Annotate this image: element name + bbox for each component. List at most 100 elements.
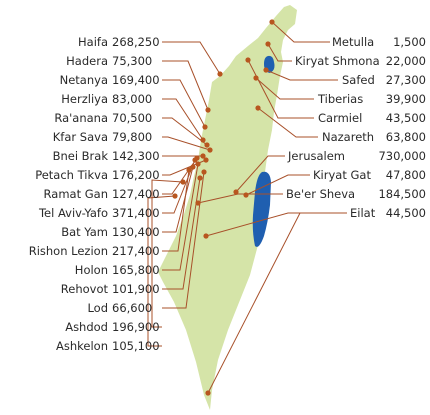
city-dot-tiberias bbox=[253, 75, 259, 81]
leader-line-ra-anana bbox=[162, 117, 208, 146]
leader-line-ashkelon bbox=[147, 195, 176, 347]
leader-line-kiryat-shmona bbox=[267, 43, 292, 62]
city-name-petach-tikva: Petach Tikva bbox=[35, 168, 108, 182]
city-name-bnei-brak: Bnei Brak bbox=[52, 149, 108, 163]
city-name-herzliya: Herzliya bbox=[61, 92, 108, 106]
city-name-lod: Lod bbox=[87, 301, 108, 315]
city-dot-be-er-sheva bbox=[195, 200, 201, 206]
city-dot-ashdod bbox=[180, 179, 186, 185]
city-dot-nazareth bbox=[255, 105, 261, 111]
city-population-bat-yam: 130,400 bbox=[112, 225, 160, 239]
leader-line-kfar-sava bbox=[162, 136, 211, 151]
city-population-holon: 165,800 bbox=[112, 263, 160, 277]
city-population-jerusalem: 730,000 bbox=[378, 149, 426, 163]
city-population-raanana: 70,500 bbox=[112, 111, 153, 125]
city-dot-lod bbox=[201, 169, 207, 175]
city-name-hadera: Hadera bbox=[66, 54, 108, 68]
city-name-bat-yam: Bat Yam bbox=[61, 225, 108, 239]
city-population-haifa: 268,250 bbox=[112, 35, 160, 49]
city-population-tel-aviv-yafo: 371,400 bbox=[112, 206, 160, 220]
city-population-lod: 66,600 bbox=[112, 301, 153, 315]
leader-lines bbox=[147, 21, 347, 394]
city-population-bnei-brak: 142,300 bbox=[112, 149, 160, 163]
city-dot-rishon-lezion bbox=[186, 167, 192, 173]
dead-sea bbox=[252, 171, 271, 247]
leader-line-netanya bbox=[162, 79, 206, 128]
leader-line-be-er-sheva bbox=[197, 193, 283, 204]
city-dot-eilat bbox=[205, 390, 211, 396]
leader-line-bat-yam bbox=[162, 166, 194, 233]
city-dot-carmiel bbox=[245, 57, 251, 63]
city-population-beer-sheva: 184,500 bbox=[378, 187, 426, 201]
leader-line-eilat bbox=[207, 212, 347, 394]
city-name-kiryat-gat: Kiryat Gat bbox=[313, 168, 371, 182]
city-dot-haifa bbox=[217, 71, 223, 77]
leader-line-rehovot bbox=[162, 177, 201, 290]
city-dot-kiryat-gat bbox=[243, 192, 249, 198]
leader-line-kiryat-gat bbox=[245, 174, 310, 196]
city-name-carmiel: Carmiel bbox=[318, 111, 363, 125]
leader-line-ashdod bbox=[151, 179, 184, 328]
city-population-netanya: 169,400 bbox=[112, 73, 160, 87]
city-population-petach-tikva: 176,200 bbox=[112, 168, 160, 182]
city-name-rishon-lezion: Rishon Lezion bbox=[28, 244, 108, 258]
city-population-nazareth: 63,800 bbox=[385, 130, 426, 144]
city-name-ashdod: Ashdod bbox=[65, 320, 108, 334]
city-dot-herzliya bbox=[200, 137, 206, 143]
city-population-kiryat-gat: 47,800 bbox=[385, 168, 426, 182]
city-population-rishon-lezion: 217,400 bbox=[112, 244, 160, 258]
leader-line-metulla bbox=[271, 21, 330, 43]
city-name-safed: Safed bbox=[342, 73, 375, 87]
city-name-netanya: Netanya bbox=[59, 73, 108, 87]
leader-line-holon bbox=[162, 163, 199, 271]
city-name-holon: Holon bbox=[74, 263, 108, 277]
city-dot-holon bbox=[195, 161, 201, 167]
city-population-metulla: 1,500 bbox=[393, 35, 426, 49]
city-population-tiberias: 39,900 bbox=[385, 92, 426, 106]
city-population-ashkelon: 105,100 bbox=[112, 339, 160, 353]
city-name-eilat: Eilat bbox=[350, 206, 376, 220]
city-dot-netanya bbox=[202, 124, 208, 130]
city-population-herzliya: 83,000 bbox=[112, 92, 153, 106]
israel-landmass bbox=[158, 5, 297, 410]
city-dot-ashkelon bbox=[172, 193, 178, 199]
city-dot-rehovot bbox=[197, 175, 203, 181]
city-name-ashkelon: Ashkelon bbox=[56, 339, 108, 353]
city-name-tel-aviv-yafo: Tel Aviv-Yafo bbox=[38, 206, 108, 220]
leader-line-herzliya bbox=[162, 98, 204, 141]
city-population-rehovot: 101,900 bbox=[112, 282, 160, 296]
city-population-eilat: 44,500 bbox=[385, 206, 426, 220]
city-dot-bnei-brak bbox=[200, 153, 206, 159]
city-dot-metulla bbox=[269, 19, 275, 25]
leader-line-haifa bbox=[162, 41, 221, 75]
city-name-tiberias: Tiberias bbox=[318, 92, 364, 106]
city-dot-kiryat-shmona bbox=[265, 41, 271, 47]
leader-line-safed bbox=[265, 69, 338, 81]
city-population-hadera: 75,300 bbox=[112, 54, 153, 68]
city-name-raanana: Ra'anana bbox=[54, 111, 108, 125]
city-population-safed: 27,300 bbox=[385, 73, 426, 87]
city-dots bbox=[172, 19, 275, 396]
city-dot-petach-tikva bbox=[203, 157, 209, 163]
city-name-nazareth: Nazareth bbox=[322, 130, 375, 144]
city-name-metulla: Metulla bbox=[332, 35, 375, 49]
city-population-kfar-sava: 79,800 bbox=[112, 130, 153, 144]
city-name-jerusalem: Jerusalem bbox=[288, 149, 345, 163]
city-population-ashdod: 196,900 bbox=[112, 320, 160, 334]
leader-line-jerusalem bbox=[235, 155, 285, 193]
leader-line-lod bbox=[162, 171, 205, 309]
city-dot-kfar-sava bbox=[207, 147, 213, 153]
city-dot-ra-anana bbox=[204, 142, 210, 148]
leader-line-nazareth bbox=[257, 107, 318, 138]
city-population-ramat-gan: 127,400 bbox=[112, 187, 160, 201]
leader-line-hadera bbox=[162, 60, 209, 111]
city-dot-jerusalem bbox=[233, 189, 239, 195]
city-population-kiryat-shmona: 22,000 bbox=[385, 54, 426, 68]
city-name-haifa: Haifa bbox=[78, 35, 108, 49]
city-name-beer-sheva: Be'er Sheva bbox=[286, 187, 356, 201]
city-dot-tel-aviv-yafo bbox=[192, 157, 198, 163]
city-name-kiryat-shmona: Kiryat Shmona bbox=[295, 54, 380, 68]
city-population-carmiel: 43,500 bbox=[385, 111, 426, 125]
